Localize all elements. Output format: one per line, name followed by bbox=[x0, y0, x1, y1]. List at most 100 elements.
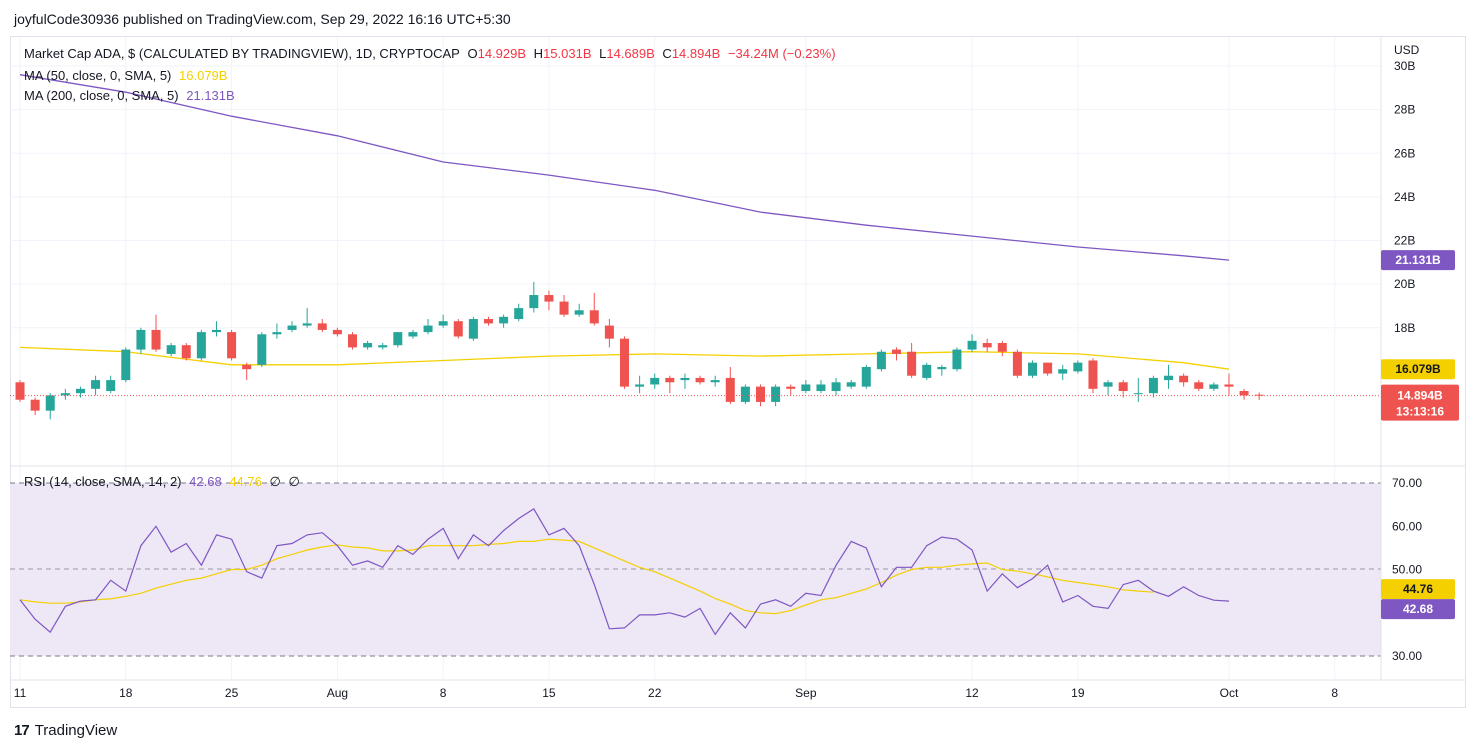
candle bbox=[982, 338, 992, 352]
rsi-tick-label: 70.00 bbox=[1392, 476, 1422, 490]
rsi-tick-label: 60.00 bbox=[1392, 519, 1422, 533]
candle-body bbox=[15, 382, 25, 400]
candle bbox=[257, 332, 267, 368]
rsi-ma-badge: 44.76 bbox=[1381, 579, 1455, 600]
rsi-badge-bg bbox=[1381, 599, 1455, 620]
candle bbox=[1043, 362, 1053, 376]
candle-body bbox=[272, 332, 282, 335]
candle bbox=[332, 327, 342, 337]
rsi-ma-series bbox=[19, 538, 1154, 615]
ma200-value: 21.131B bbox=[186, 88, 235, 103]
candle-body bbox=[423, 325, 433, 333]
change-value: −34.24M (−0.23%) bbox=[727, 46, 836, 61]
candle bbox=[91, 375, 101, 396]
candle-body bbox=[559, 301, 569, 315]
candle-body bbox=[574, 310, 584, 315]
ma200-label: MA (200, close, 0, SMA, 5) bbox=[24, 88, 179, 103]
candle-body bbox=[1148, 377, 1158, 394]
candle bbox=[997, 340, 1007, 357]
countdown-badge-text: 13:13:16 bbox=[1396, 405, 1444, 419]
candle-body bbox=[257, 334, 267, 365]
candle bbox=[635, 375, 645, 394]
candle-body bbox=[967, 340, 977, 350]
candle bbox=[1209, 382, 1219, 392]
ma200-badge-text: 21.131B bbox=[1395, 253, 1441, 267]
candle bbox=[272, 323, 282, 339]
candle-body bbox=[1239, 391, 1249, 396]
candle bbox=[619, 336, 629, 389]
candle bbox=[786, 384, 796, 396]
rsi-extra-1: ∅ bbox=[269, 474, 281, 489]
price-tick-label: 22B bbox=[1394, 234, 1415, 248]
rsi-legend[interactable]: RSI (14, close, SMA, 14, 2) 42.68 44.76 … bbox=[24, 474, 304, 490]
candle-body bbox=[1028, 362, 1038, 376]
ma200-series bbox=[19, 74, 1230, 261]
candle-body bbox=[499, 316, 509, 324]
candle bbox=[211, 321, 221, 337]
candle-body bbox=[710, 380, 720, 383]
candle-body bbox=[378, 345, 388, 348]
candle-body bbox=[408, 332, 418, 337]
candle-body bbox=[952, 349, 962, 370]
symbol-title: Market Cap ADA, $ (CALCULATED BY TRADING… bbox=[24, 46, 460, 61]
time-tick-label: 18 bbox=[119, 686, 133, 700]
candle bbox=[45, 393, 55, 420]
time-tick-label: Aug bbox=[327, 686, 348, 700]
candle-body bbox=[468, 319, 478, 339]
candle-body bbox=[861, 367, 871, 387]
candle bbox=[227, 329, 237, 361]
price-tick-label: 24B bbox=[1394, 190, 1415, 204]
price-badge-text: 14.894B bbox=[1397, 389, 1443, 403]
candle-body bbox=[211, 329, 221, 333]
ma200-legend[interactable]: MA (200, close, 0, SMA, 5) 21.131B bbox=[24, 88, 239, 103]
candle bbox=[544, 290, 554, 311]
candle-body bbox=[725, 377, 735, 402]
main-legend[interactable]: Market Cap ADA, $ (CALCULATED BY TRADING… bbox=[24, 46, 840, 61]
ma50-legend[interactable]: MA (50, close, 0, SMA, 5) 16.079B bbox=[24, 68, 231, 83]
ma50-badge: 16.079B bbox=[1381, 359, 1455, 380]
candle bbox=[287, 321, 297, 333]
candle-body bbox=[876, 351, 886, 370]
time-axis-labels: 11 18 25 Aug 8 15 22 Sep 12 19 Oct 8 bbox=[14, 686, 1339, 700]
candle-body bbox=[589, 310, 599, 324]
candle-body bbox=[982, 343, 992, 348]
candle bbox=[438, 314, 448, 328]
candle-body bbox=[786, 386, 796, 389]
footer-brand[interactable]: 17 TradingView bbox=[14, 722, 117, 739]
publisher-header: joyfulCode30936 published on TradingView… bbox=[14, 11, 511, 27]
candle bbox=[846, 380, 856, 389]
candle bbox=[1088, 358, 1098, 394]
candle-body bbox=[75, 388, 85, 394]
candle bbox=[181, 343, 191, 361]
candle-body bbox=[756, 386, 766, 402]
candle-body bbox=[937, 367, 947, 370]
candle-body bbox=[45, 395, 55, 411]
candle bbox=[680, 373, 690, 389]
candle bbox=[423, 319, 433, 335]
open-value: O14.929B bbox=[467, 46, 527, 61]
candle bbox=[1224, 373, 1234, 396]
price-axis-labels: 30B 28B 26B 24B 22B 20B 18B bbox=[1394, 59, 1415, 335]
candle-body bbox=[60, 393, 70, 396]
price-tick-label: 28B bbox=[1394, 103, 1415, 117]
candle bbox=[725, 367, 735, 405]
ma200-badge: 21.131B bbox=[1381, 250, 1455, 271]
candle bbox=[559, 295, 569, 317]
candle-body bbox=[483, 319, 493, 324]
candle bbox=[1148, 375, 1158, 398]
candle-body bbox=[181, 345, 191, 359]
candle-body bbox=[771, 386, 781, 402]
candle-body bbox=[997, 343, 1007, 352]
rsi-tick-label: 50.00 bbox=[1392, 563, 1422, 577]
time-tick-label: 19 bbox=[1071, 686, 1085, 700]
candle bbox=[468, 316, 478, 341]
candle bbox=[15, 380, 25, 402]
candle-body bbox=[363, 343, 373, 348]
candle bbox=[604, 319, 614, 348]
tradingview-logo-icon: 17 bbox=[14, 722, 30, 739]
candle-body bbox=[287, 325, 297, 330]
candle bbox=[136, 327, 146, 354]
candle-body bbox=[635, 384, 645, 387]
